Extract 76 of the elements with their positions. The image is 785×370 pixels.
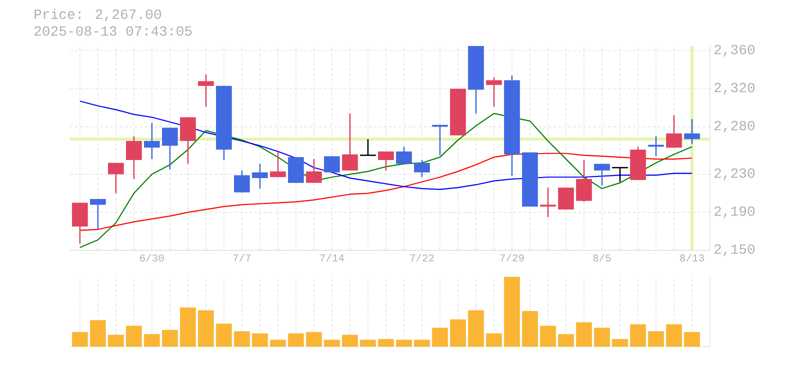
bar xyxy=(396,340,412,347)
candlestick xyxy=(144,122,160,160)
candlestick xyxy=(252,163,268,190)
bar xyxy=(432,328,448,347)
bar xyxy=(576,322,592,347)
candlestick xyxy=(108,162,124,194)
bar xyxy=(144,334,160,347)
bar xyxy=(684,332,700,347)
y-tick-label: 2,150 xyxy=(714,244,755,256)
y-tick-label: 2,280 xyxy=(714,120,755,133)
bar xyxy=(234,331,250,347)
bar xyxy=(90,320,106,347)
bar xyxy=(72,332,88,347)
candlestick xyxy=(396,146,412,164)
x-tick-label: 8/13 xyxy=(680,254,704,262)
candlestick xyxy=(540,186,556,218)
bar xyxy=(504,276,520,347)
bar xyxy=(126,326,142,347)
bar xyxy=(666,324,682,347)
candlestick xyxy=(558,186,574,210)
bar xyxy=(522,311,538,347)
candlestick xyxy=(594,163,610,186)
candlestick xyxy=(234,170,250,193)
bar xyxy=(306,332,322,347)
y-tick-label: 2,230 xyxy=(714,168,755,180)
bar xyxy=(450,319,466,347)
candlestick xyxy=(270,152,286,178)
bar xyxy=(108,334,124,347)
bar xyxy=(558,334,574,347)
candlestick xyxy=(414,159,430,178)
y-tick-label: 2,190 xyxy=(714,206,755,218)
candlestick xyxy=(342,112,358,172)
x-tick-label: 7/22 xyxy=(410,254,434,262)
x-tick-label: 7/29 xyxy=(500,254,524,262)
candlestick xyxy=(126,136,142,180)
candlestick xyxy=(576,159,592,202)
candlestick xyxy=(378,150,394,172)
candlestick xyxy=(684,118,700,145)
bar xyxy=(162,330,178,347)
bar xyxy=(594,328,610,347)
y-tick-label: 2,320 xyxy=(714,82,755,95)
candlestick xyxy=(90,198,106,230)
bar xyxy=(360,340,376,347)
bar xyxy=(270,340,286,347)
bar xyxy=(540,326,556,347)
candlestick xyxy=(324,156,340,174)
bar xyxy=(612,339,628,347)
candlestick xyxy=(432,124,448,156)
bar xyxy=(378,339,394,347)
bar xyxy=(468,310,484,347)
x-tick-label: 8/5 xyxy=(593,254,611,262)
bar xyxy=(216,324,232,347)
bar xyxy=(324,340,340,347)
candlestick xyxy=(198,74,214,108)
bar xyxy=(288,333,304,347)
line-series xyxy=(79,112,693,248)
candlestick xyxy=(306,158,322,184)
candlestick xyxy=(72,202,88,244)
x-tick-label: 7/14 xyxy=(320,254,344,262)
bar xyxy=(414,340,430,347)
bar xyxy=(342,334,358,347)
bar xyxy=(198,310,214,347)
bar xyxy=(648,331,664,347)
x-tick-label: 6/30 xyxy=(140,254,164,262)
y-tick-label: 2,360 xyxy=(714,44,755,57)
candlestick xyxy=(162,127,178,170)
bar xyxy=(252,333,268,347)
bar xyxy=(486,333,502,347)
x-tick-label: 7/7 xyxy=(233,254,251,262)
bar xyxy=(630,324,646,347)
bar xyxy=(180,308,196,347)
candlestick xyxy=(486,76,502,108)
candlestick xyxy=(180,116,196,164)
candlestick xyxy=(666,114,682,148)
chart-title: Price: 2,267.00 xyxy=(34,8,161,22)
chart-subtitle: 2025-08-13 07:43:05 xyxy=(34,26,192,36)
